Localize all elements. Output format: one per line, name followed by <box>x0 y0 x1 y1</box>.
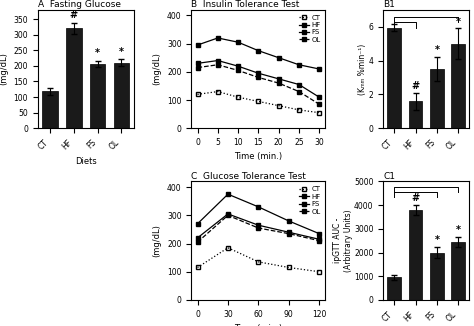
OL <box>316 102 322 106</box>
Line: OL: OL <box>196 214 321 244</box>
Bar <box>451 242 465 300</box>
FS <box>316 95 322 99</box>
Bar <box>114 63 129 128</box>
HF <box>316 232 322 236</box>
FS <box>235 64 241 68</box>
CT <box>286 266 292 270</box>
Line: HF: HF <box>196 36 321 71</box>
Text: #: # <box>411 81 419 91</box>
X-axis label: Time (min.): Time (min.) <box>234 324 283 326</box>
Line: OL: OL <box>196 63 321 106</box>
Bar <box>409 101 422 128</box>
Text: *: * <box>119 47 124 56</box>
Legend: CT, HF, FS, OL: CT, HF, FS, OL <box>297 13 322 44</box>
Line: FS: FS <box>196 59 321 99</box>
OL <box>255 226 261 230</box>
Text: *: * <box>456 225 461 235</box>
HF <box>195 222 201 226</box>
Bar <box>387 277 401 300</box>
X-axis label: Time (min.): Time (min.) <box>234 153 283 161</box>
FS <box>215 59 220 63</box>
OL <box>276 81 282 85</box>
HF <box>296 63 302 67</box>
CT <box>225 246 231 250</box>
FS <box>255 71 261 75</box>
Y-axis label: (mg/dL): (mg/dL) <box>153 52 162 85</box>
HF <box>286 219 292 223</box>
CT <box>255 260 261 264</box>
OL <box>235 68 241 72</box>
Text: *: * <box>435 45 439 55</box>
Bar <box>430 253 444 300</box>
OL <box>215 63 220 67</box>
Bar <box>409 210 422 300</box>
HF <box>276 56 282 60</box>
Line: HF: HF <box>196 192 321 235</box>
Bar <box>66 28 82 128</box>
FS <box>195 61 201 65</box>
Text: B  Insulin Tolerance Test: B Insulin Tolerance Test <box>191 0 300 9</box>
Line: FS: FS <box>196 212 321 241</box>
HF <box>215 36 220 40</box>
CT <box>195 266 201 270</box>
Y-axis label: (Kₘₘ %min⁻¹): (Kₘₘ %min⁻¹) <box>358 43 367 95</box>
Text: C  Glucose Tolerance Test: C Glucose Tolerance Test <box>191 172 306 181</box>
CT <box>276 104 282 108</box>
FS <box>255 223 261 227</box>
CT <box>296 108 302 112</box>
OL <box>286 232 292 236</box>
HF <box>255 205 261 209</box>
Text: *: * <box>435 235 439 245</box>
Bar <box>387 27 401 128</box>
CT <box>215 90 220 94</box>
OL <box>225 214 231 217</box>
FS <box>316 237 322 241</box>
Text: B1: B1 <box>383 0 395 9</box>
Legend: CT, HF, FS, OL: CT, HF, FS, OL <box>297 185 322 216</box>
Text: *: * <box>95 48 100 58</box>
CT <box>195 92 201 96</box>
CT <box>235 95 241 99</box>
HF <box>195 43 201 47</box>
Bar <box>451 44 465 128</box>
Y-axis label: (mg/dL): (mg/dL) <box>0 52 8 85</box>
OL <box>195 66 201 69</box>
X-axis label: Diets: Diets <box>75 157 97 166</box>
OL <box>316 239 322 243</box>
HF <box>225 192 231 196</box>
Text: C1: C1 <box>383 172 395 181</box>
Bar <box>42 91 58 128</box>
OL <box>195 240 201 244</box>
CT <box>316 270 322 274</box>
Y-axis label: (mg/dL): (mg/dL) <box>153 224 162 257</box>
HF <box>316 67 322 71</box>
CT <box>316 111 322 115</box>
Text: #: # <box>70 10 78 21</box>
Text: *: * <box>456 17 461 27</box>
FS <box>286 230 292 234</box>
OL <box>255 76 261 80</box>
HF <box>235 40 241 44</box>
Text: #: # <box>411 193 419 203</box>
HF <box>255 49 261 52</box>
Line: CT: CT <box>196 246 321 274</box>
CT <box>255 99 261 103</box>
Y-axis label: ipGTT AUC -
(Arbitrary Units): ipGTT AUC - (Arbitrary Units) <box>333 209 353 272</box>
FS <box>276 77 282 81</box>
Bar <box>430 69 444 128</box>
Text: A  Fasting Glucose: A Fasting Glucose <box>38 0 121 9</box>
FS <box>296 82 302 86</box>
Line: CT: CT <box>196 90 321 114</box>
Bar <box>90 64 105 128</box>
FS <box>195 236 201 240</box>
FS <box>225 212 231 216</box>
OL <box>296 90 302 94</box>
